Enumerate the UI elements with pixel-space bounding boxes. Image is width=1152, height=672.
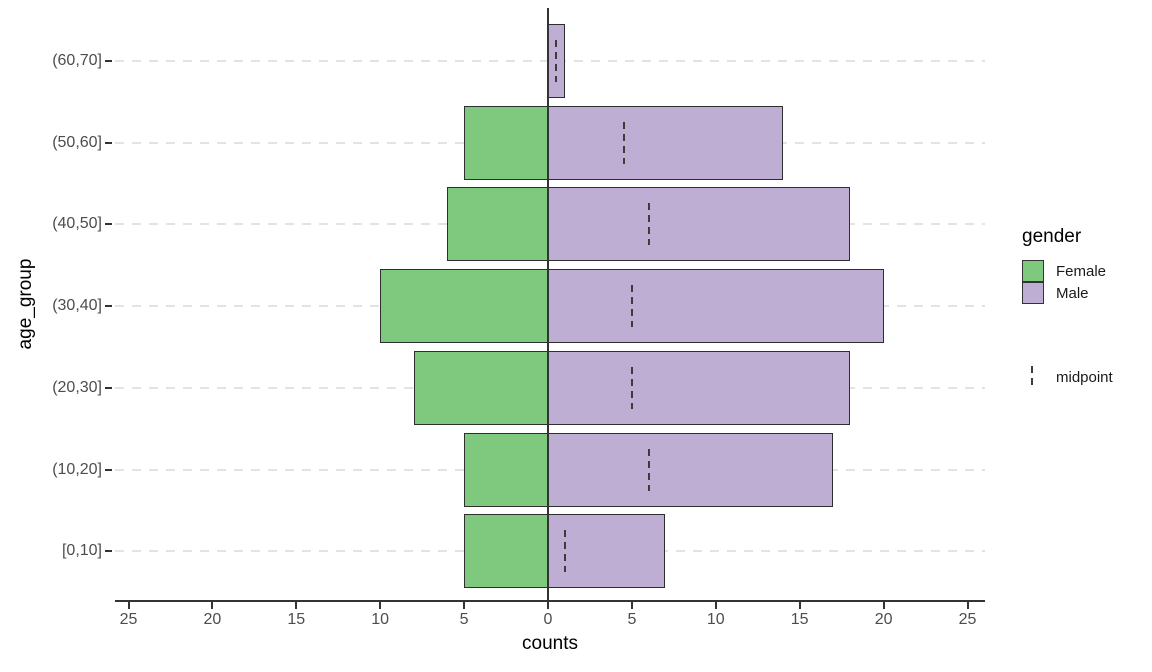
midpoint-line-(10,20] bbox=[647, 448, 650, 491]
zero-line bbox=[547, 8, 549, 602]
legend-midpoint: midpoint bbox=[1022, 366, 1113, 388]
x-tick-mark-15 bbox=[798, 602, 801, 609]
y-tick-label-(60,70]: (60,70] bbox=[52, 52, 102, 69]
bar-female-(40,50] bbox=[447, 187, 548, 262]
x-tick-mark-25 bbox=[966, 602, 969, 609]
y-tick-mark-(20,30] bbox=[105, 386, 112, 389]
x-tick-mark--5 bbox=[463, 602, 466, 609]
bar-male-(10,20] bbox=[548, 432, 834, 507]
y-tick-mark-(50,60] bbox=[105, 141, 112, 144]
bar-female-[0,10] bbox=[464, 514, 548, 589]
y-tick-label-[0,10]: [0,10] bbox=[61, 542, 102, 560]
x-tick-label--20: 20 bbox=[203, 611, 222, 628]
legend-item-female: Female bbox=[1022, 260, 1106, 282]
bar-male-(30,40] bbox=[548, 269, 884, 344]
midpoint-line-(40,50] bbox=[647, 203, 650, 246]
x-tick-label-5: 5 bbox=[627, 611, 637, 628]
x-tick-mark-0 bbox=[547, 602, 549, 609]
legend-item-male: Male bbox=[1022, 282, 1089, 304]
legend-title-gender: gender bbox=[1022, 226, 1082, 247]
x-tick-mark--25 bbox=[127, 602, 130, 609]
y-tick-mark-(60,70] bbox=[105, 60, 112, 62]
bar-female-(50,60] bbox=[464, 105, 548, 180]
y-tick-label-(30,40]: (30,40] bbox=[52, 297, 102, 315]
x-tick-mark--10 bbox=[379, 602, 382, 609]
x-tick-mark-20 bbox=[882, 602, 885, 609]
midpoint-dash-icon bbox=[1031, 366, 1033, 388]
x-axis-title: counts bbox=[522, 633, 578, 654]
bar-male-(40,50] bbox=[548, 187, 851, 262]
midpoint-line-(30,40] bbox=[630, 285, 633, 328]
bar-female-(20,30] bbox=[413, 350, 548, 425]
x-tick-label--5: 5 bbox=[459, 611, 469, 628]
x-tick-label-20: 20 bbox=[874, 611, 893, 628]
x-tick-label--10: 10 bbox=[371, 611, 390, 628]
x-tick-mark--20 bbox=[211, 602, 214, 609]
x-tick-label-25: 25 bbox=[958, 611, 977, 628]
x-tick-mark--15 bbox=[295, 602, 298, 609]
female-swatch-icon bbox=[1022, 260, 1044, 282]
y-tick-label-(10,20]: (10,20] bbox=[52, 460, 102, 478]
midpoint-line-(50,60] bbox=[622, 121, 625, 164]
bar-male-(50,60] bbox=[548, 105, 783, 180]
x-tick-mark-10 bbox=[714, 602, 717, 609]
x-tick-label--25: 25 bbox=[119, 611, 138, 628]
x-axis-line bbox=[115, 600, 985, 602]
bar-male-(20,30] bbox=[548, 350, 851, 425]
y-tick-mark-(40,50] bbox=[105, 223, 112, 226]
y-tick-label-(20,30]: (20,30] bbox=[52, 378, 102, 396]
y-tick-label-(40,50]: (40,50] bbox=[52, 215, 102, 233]
x-tick-label-15: 15 bbox=[790, 611, 809, 628]
x-tick-label-0: 0 bbox=[543, 611, 553, 628]
legend-label-female: Female bbox=[1056, 262, 1107, 280]
x-tick-label-10: 10 bbox=[706, 611, 725, 628]
x-tick-label--15: 15 bbox=[287, 611, 306, 628]
y-tick-mark-(30,40] bbox=[105, 305, 112, 308]
male-swatch-icon bbox=[1022, 282, 1044, 304]
bar-female-(30,40] bbox=[380, 269, 548, 344]
midpoint-line-(20,30] bbox=[630, 366, 633, 409]
y-tick-mark-[0,10] bbox=[105, 550, 112, 553]
midpoint-line-(60,70] bbox=[555, 40, 558, 82]
bar-male-[0,10] bbox=[548, 514, 666, 589]
legend-label-midpoint: midpoint bbox=[1056, 368, 1113, 386]
y-tick-label-(50,60]: (50,60] bbox=[52, 133, 102, 151]
y-tick-mark-(10,20] bbox=[105, 468, 112, 471]
x-tick-mark-5 bbox=[630, 602, 633, 609]
bar-female-(10,20] bbox=[464, 432, 548, 507]
legend-label-male: Male bbox=[1056, 284, 1089, 302]
midpoint-line-[0,10] bbox=[563, 530, 566, 573]
